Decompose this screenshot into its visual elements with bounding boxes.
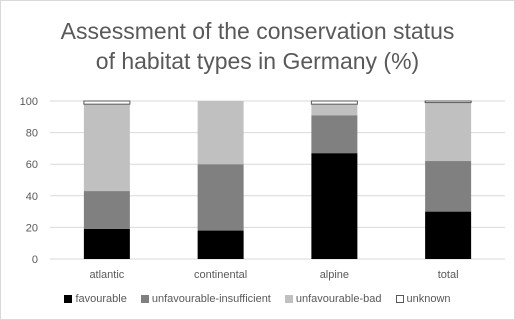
y-tick-label: 0 [32, 254, 38, 266]
y-tick-label: 20 [26, 222, 38, 234]
legend-swatch [140, 295, 149, 303]
chart-title: Assessment of the conservation status of… [0, 16, 515, 76]
x-tick-label: atlantic [89, 269, 124, 281]
y-axis-ticks: 0 20 40 60 80 100 [20, 96, 38, 266]
bar-segment-favourable [311, 153, 358, 259]
bar-segment-unfavourable-insufficient [197, 164, 244, 231]
x-axis-ticks: atlantic continental alpine total [89, 269, 458, 281]
legend: favourable unfavourable-insufficient unfav… [0, 293, 515, 305]
x-tick-label: alpine [320, 269, 349, 281]
legend-label: unfavourable-insufficient [151, 293, 271, 305]
chart-title-line-2: of habitat types in Germany (%) [95, 48, 420, 74]
x-tick-label: continental [194, 269, 247, 281]
y-tick-label: 100 [20, 96, 38, 108]
bar-segment-unfavourable-bad [83, 104, 130, 192]
bar-segment-unknown [424, 100, 472, 104]
legend-item: unfavourable-bad [284, 293, 382, 305]
legend-item: unfavourable-insufficient [140, 293, 271, 305]
bar-stacks [83, 100, 472, 259]
legend-label: favourable [75, 293, 127, 305]
bar-segment-unknown [83, 100, 131, 105]
bar-segment-unfavourable-bad [197, 101, 244, 165]
bar-segment-favourable [83, 228, 130, 259]
bar-segment-favourable [425, 211, 472, 259]
legend-item: unknown [395, 293, 451, 305]
legend-swatch [64, 295, 73, 303]
bar-segment-unknown [310, 100, 358, 105]
chart-title-line-1: Assessment of the conservation status [60, 18, 455, 44]
legend-item: favourable [64, 293, 127, 305]
y-tick-label: 80 [26, 128, 38, 140]
bar-segment-unfavourable-bad [425, 102, 472, 162]
legend-label: unknown [406, 293, 451, 305]
bar-segment-unfavourable-insufficient [83, 191, 130, 229]
legend-swatch [284, 295, 293, 303]
bar-segment-favourable [197, 230, 244, 259]
bar-segment-unfavourable-insufficient [425, 161, 472, 212]
y-tick-label: 60 [26, 159, 38, 171]
bar-segment-unfavourable-insufficient [311, 115, 358, 154]
legend-swatch [395, 295, 404, 303]
y-tick-label: 40 [26, 191, 38, 203]
bar-segment-unfavourable-bad [311, 104, 358, 116]
x-tick-label: total [438, 269, 459, 281]
legend-label: unfavourable-bad [295, 293, 382, 305]
